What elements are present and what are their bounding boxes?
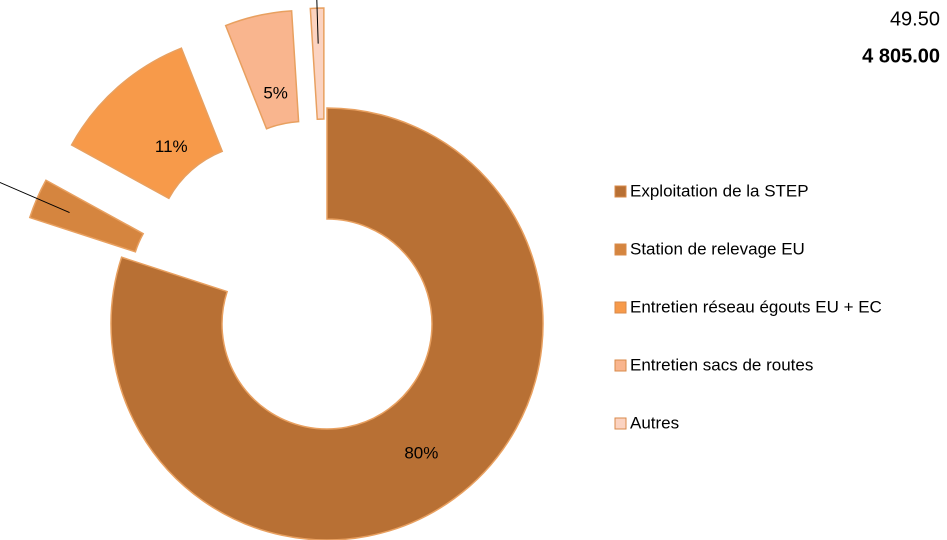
annotation: 4 805.00	[862, 45, 940, 67]
data-label: 80%	[404, 443, 438, 462]
data-label: 5%	[263, 84, 288, 103]
leader-line	[0, 181, 70, 214]
legend-swatch	[614, 301, 627, 314]
slice	[224, 10, 300, 130]
annotation: 49.50	[890, 8, 940, 30]
legend-swatch	[614, 359, 627, 372]
legend-label: Exploitation de la STEP	[630, 181, 809, 200]
data-label: 11%	[155, 137, 188, 156]
legend-label: Station de relevage EU	[630, 239, 805, 258]
slice	[70, 47, 224, 200]
legend-swatch	[614, 417, 627, 430]
slice	[28, 179, 145, 253]
legend-label: Entretien réseau égouts EU + EC	[630, 297, 882, 316]
legend-swatch	[614, 185, 627, 198]
leader-line	[316, 0, 319, 44]
slice	[110, 107, 544, 540]
legend-label: Entretien sacs de routes	[630, 355, 813, 374]
slice	[309, 7, 325, 121]
legend-swatch	[614, 243, 627, 256]
legend-label: Autres	[630, 413, 679, 432]
